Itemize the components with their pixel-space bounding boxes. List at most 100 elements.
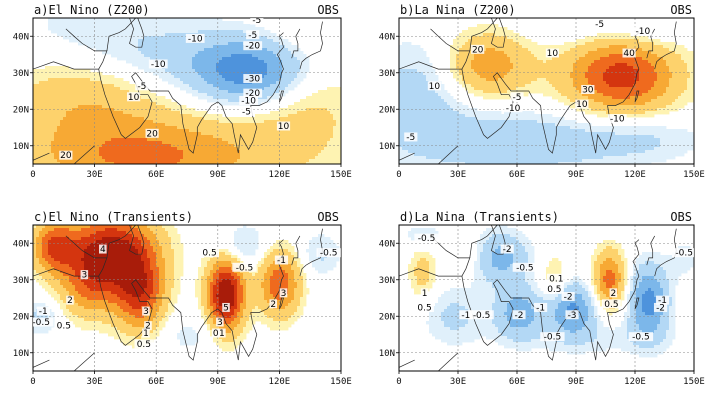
contour-label-bg bbox=[607, 114, 627, 124]
x-tick-label: 90E bbox=[210, 377, 226, 387]
x-tick-label: 0 bbox=[396, 377, 401, 387]
contour-label: 10 bbox=[547, 49, 559, 59]
contour-label-bg bbox=[243, 41, 263, 51]
contour-label: 0.1 bbox=[549, 274, 563, 284]
contour-label: -5 bbox=[406, 133, 415, 143]
contour-label-bg bbox=[127, 92, 141, 102]
contour-label-bg bbox=[99, 244, 107, 254]
x-tick-label: 0 bbox=[30, 377, 35, 387]
contour-label: 3 bbox=[81, 271, 87, 281]
contour-label-bg bbox=[33, 317, 54, 327]
contour-label-bg bbox=[628, 332, 654, 342]
contour-label-bg bbox=[218, 328, 226, 338]
contour-label-bg bbox=[211, 328, 220, 338]
y-tick-label: 30N bbox=[379, 69, 395, 79]
contour-label: 0 bbox=[213, 329, 219, 339]
contour-label-bg bbox=[276, 121, 291, 131]
y-tick-label: 10N bbox=[13, 142, 29, 152]
contour-label: -0.5 bbox=[236, 263, 254, 273]
x-tick-label: 120E bbox=[269, 377, 291, 387]
y-tick-label: 40N bbox=[379, 239, 395, 249]
x-tick-label: 150E bbox=[683, 377, 705, 387]
contour-label: 10 bbox=[429, 82, 441, 92]
x-tick-label: 90E bbox=[568, 170, 584, 180]
y-tick-label: 40N bbox=[13, 239, 29, 249]
panel-title: a)El Nino (Z200) bbox=[34, 3, 150, 17]
contour-label: 40 bbox=[623, 49, 635, 59]
y-tick-label: 20N bbox=[379, 105, 395, 115]
panel-title: c)El Nino (Transients) bbox=[34, 210, 193, 224]
contour-label: 0.5 bbox=[202, 249, 216, 259]
contour-label-bg bbox=[581, 85, 595, 94]
contour-label: 2 bbox=[67, 296, 73, 306]
contour-label: 3 bbox=[217, 318, 223, 328]
contour-label-bg bbox=[142, 328, 150, 338]
x-tick-label: 60E bbox=[509, 377, 525, 387]
contour-label: -2 bbox=[514, 311, 523, 321]
panel-frame bbox=[398, 224, 695, 372]
x-tick-label: 90E bbox=[210, 170, 226, 180]
x-tick-label: 0 bbox=[30, 170, 35, 180]
contour-label-bg bbox=[269, 299, 278, 309]
contour-label-bg bbox=[512, 310, 526, 320]
contour-label-bg bbox=[185, 33, 205, 43]
panel-title: b)La Nina (Z200) bbox=[400, 3, 516, 17]
contour-label: -10 bbox=[188, 34, 203, 44]
y-tick-label: 20N bbox=[13, 312, 29, 322]
panel-d: d)La Nina (Transients) OBS 0 30E 60E 90E 120E 1… bbox=[379, 210, 705, 387]
x-tick-label: 150E bbox=[330, 170, 352, 180]
contour-label: 20 bbox=[472, 45, 484, 55]
contour-label: 4 bbox=[100, 245, 106, 255]
contour-label: 3 bbox=[143, 307, 149, 317]
contour-label-bg bbox=[200, 248, 219, 258]
panel-tag: OBS bbox=[670, 210, 692, 224]
x-tick-label: 30E bbox=[86, 170, 102, 180]
contour-label: -10 bbox=[636, 27, 651, 37]
contour-label-bg bbox=[602, 299, 621, 309]
contour-label: 5 bbox=[223, 303, 229, 313]
contour-label-bg bbox=[246, 30, 260, 40]
contour-label: 30 bbox=[582, 86, 594, 96]
contour-label-bg bbox=[512, 262, 538, 272]
contour-label: 0.5 bbox=[417, 303, 431, 313]
contour-label-bg bbox=[622, 48, 636, 58]
contour-labels: -0.5-2-0.5-0.50.10.5 20.510.5-1 -0.5 -2-1-2… bbox=[414, 233, 694, 343]
contour-label-bg bbox=[471, 44, 485, 54]
x-tick-label: 120E bbox=[624, 170, 646, 180]
coastlines bbox=[399, 225, 677, 371]
contour-label-bg bbox=[316, 248, 341, 258]
contour-label: -2 bbox=[656, 303, 665, 313]
contour-label-bg bbox=[274, 255, 289, 265]
coastlines bbox=[33, 18, 323, 164]
contour-label-bg bbox=[66, 295, 74, 305]
contour-label: 10 bbox=[278, 122, 290, 132]
contour-label-bg bbox=[279, 288, 288, 298]
y-tick-label: 30N bbox=[13, 276, 29, 286]
contour-label-bg bbox=[239, 95, 258, 105]
contour-label-bg bbox=[54, 321, 74, 331]
contour-label-bg bbox=[148, 59, 168, 69]
x-tick-label: 60E bbox=[148, 377, 164, 387]
panel-title: d)La Nina (Transients) bbox=[400, 210, 559, 224]
contour-label: -5 bbox=[252, 16, 261, 26]
contour-label: -5 bbox=[513, 93, 522, 103]
contour-label-bg bbox=[593, 19, 607, 29]
contour-label-bg bbox=[545, 48, 559, 58]
contour-label-bg bbox=[404, 132, 418, 142]
contour-label-bg bbox=[80, 270, 89, 280]
x-tick-label: 120E bbox=[269, 170, 291, 180]
contour-label-bg bbox=[609, 288, 618, 298]
contour-label: 10 bbox=[128, 93, 140, 103]
contour-label: 0.5 bbox=[604, 300, 618, 310]
contour-label: 0.5 bbox=[57, 322, 71, 332]
coastlines bbox=[399, 18, 677, 164]
contour-label-bg bbox=[500, 244, 514, 254]
panel-frame bbox=[32, 17, 342, 165]
contour-label: -1 bbox=[536, 303, 545, 313]
y-tick-label: 10N bbox=[379, 349, 395, 359]
y-tick-label: 40N bbox=[13, 32, 29, 42]
contour-label-bg bbox=[415, 302, 434, 312]
contour-label-bg bbox=[144, 321, 152, 331]
